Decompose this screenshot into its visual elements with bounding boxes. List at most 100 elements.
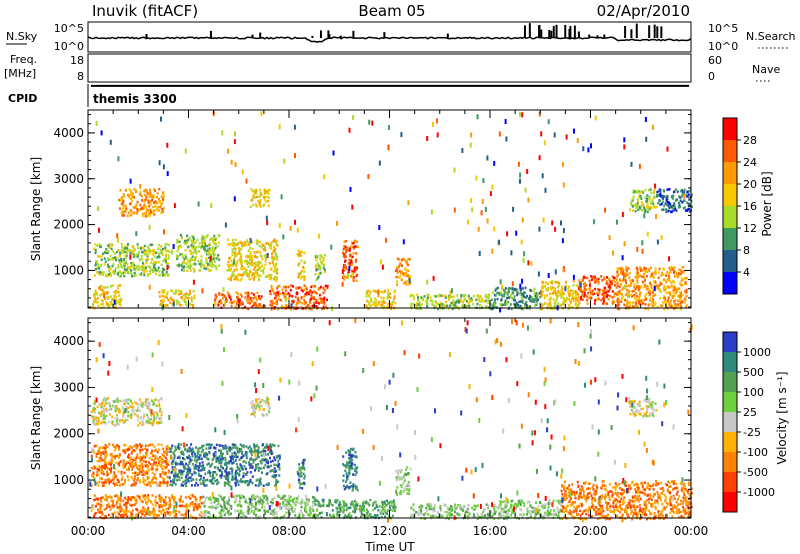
range-time-cell — [131, 410, 134, 413]
range-time-cell — [320, 260, 323, 263]
range-time-cell — [460, 293, 463, 297]
range-time-cell — [144, 483, 146, 486]
range-time-cell — [123, 443, 126, 447]
range-time-cell — [679, 205, 681, 208]
range-time-cell — [546, 288, 549, 292]
range-time-cell — [245, 454, 248, 457]
range-time-cell — [689, 189, 692, 192]
range-time-cell — [146, 192, 149, 195]
range-time-cell — [219, 299, 222, 302]
range-time-cell — [105, 247, 108, 251]
range-time-cell — [605, 279, 608, 283]
range-time-cell — [129, 178, 132, 184]
range-time-cell — [597, 297, 600, 301]
range-time-cell — [142, 264, 145, 268]
range-time-cell — [121, 245, 124, 249]
range-time-cell — [203, 236, 206, 239]
range-time-cell — [588, 297, 591, 300]
range-time-cell — [180, 513, 183, 517]
range-time-cell — [156, 201, 159, 205]
range-time-cell — [241, 261, 244, 264]
range-time-cell — [126, 263, 129, 266]
range-time-cell — [185, 476, 187, 479]
range-time-cell — [269, 456, 271, 460]
range-time-cell — [111, 422, 114, 425]
range-time-cell — [184, 295, 187, 298]
range-time-cell — [104, 286, 107, 289]
range-time-cell — [121, 210, 124, 214]
range-time-cell — [192, 504, 195, 507]
range-time-cell — [158, 255, 161, 259]
range-time-cell — [155, 269, 158, 272]
range-time-cell — [648, 303, 651, 306]
range-time-cell — [258, 195, 261, 198]
range-time-cell — [539, 295, 542, 299]
range-time-cell — [616, 278, 618, 281]
range-time-cell — [317, 302, 320, 305]
range-time-cell — [146, 483, 149, 487]
range-time-cell — [628, 276, 631, 279]
range-time-cell — [580, 296, 583, 299]
range-time-cell — [105, 251, 108, 255]
range-time-cell — [108, 413, 111, 416]
range-time-cell — [468, 304, 471, 308]
range-time-cell — [198, 469, 201, 473]
range-time-cell — [436, 132, 439, 138]
range-time-cell — [611, 275, 614, 278]
range-time-cell — [106, 504, 109, 507]
range-time-cell — [158, 198, 160, 201]
range-time-cell — [245, 254, 248, 258]
range-time-cell — [93, 466, 96, 470]
range-time-cell — [247, 272, 250, 276]
range-time-cell — [158, 481, 161, 484]
range-time-cell — [621, 270, 624, 276]
range-time-cell — [489, 307, 491, 310]
range-time-cell — [383, 305, 386, 309]
range-time-cell — [302, 289, 304, 293]
range-time-cell — [183, 505, 186, 508]
range-time-cell — [502, 303, 505, 307]
range-time-cell — [659, 189, 662, 192]
range-time-cell — [270, 287, 273, 290]
range-time-cell — [343, 252, 346, 256]
range-time-cell — [126, 475, 129, 478]
range-time-cell — [531, 298, 534, 301]
range-time-cell — [102, 496, 105, 499]
range-time-cell — [351, 263, 354, 267]
range-time-cell — [626, 273, 628, 276]
range-time-cell — [495, 306, 498, 309]
range-time-cell — [93, 423, 96, 426]
range-time-cell — [201, 461, 204, 464]
range-time-cell — [189, 460, 192, 463]
range-time-cell — [133, 263, 136, 267]
range-time-cell — [100, 284, 102, 288]
range-time-cell — [161, 460, 164, 464]
range-time-cell — [665, 208, 668, 212]
range-time-cell — [250, 255, 253, 261]
range-time-cell — [451, 295, 454, 299]
range-time-cell — [674, 298, 677, 302]
range-time-cell — [140, 272, 143, 275]
range-time-cell — [113, 272, 116, 275]
range-time-cell — [387, 145, 390, 151]
range-time-cell — [117, 284, 120, 287]
range-time-cell — [103, 257, 106, 260]
range-time-cell — [635, 203, 638, 207]
range-time-cell — [554, 226, 557, 232]
range-time-cell — [225, 482, 228, 485]
range-time-cell — [118, 448, 120, 451]
range-time-cell — [375, 304, 378, 308]
range-time-cell — [135, 513, 138, 516]
range-time-cell — [491, 291, 494, 294]
range-time-cell — [114, 291, 117, 294]
range-time-cell — [129, 197, 132, 200]
range-time-cell — [297, 264, 300, 267]
y-tick-label: 1000 — [53, 263, 84, 277]
range-time-cell — [398, 258, 401, 261]
range-time-cell — [662, 278, 665, 281]
range-time-cell — [176, 238, 179, 242]
range-time-cell — [107, 462, 110, 465]
range-time-cell — [315, 278, 318, 281]
range-time-cell — [160, 195, 163, 198]
range-time-cell — [647, 291, 650, 294]
